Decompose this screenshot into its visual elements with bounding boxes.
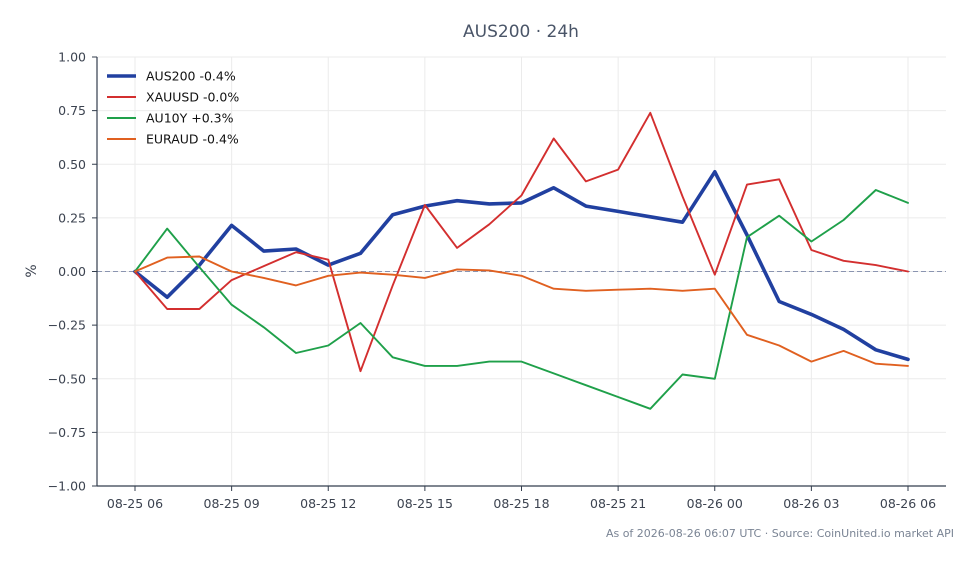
- series-line-au10y: [134, 189, 909, 410]
- legend-label-aus200: AUS200 -0.4%: [146, 69, 236, 84]
- legend-label-xauusd: XAUUSD -0.0%: [146, 90, 239, 105]
- y-tick-label: 0.75: [58, 103, 86, 118]
- x-tick-label: 08-25 21: [590, 496, 646, 511]
- x-tick-label: 08-25 12: [300, 496, 356, 511]
- series-line-euraud: [134, 255, 909, 367]
- series-line-xauusd: [134, 111, 909, 373]
- y-tick-label: −0.50: [48, 371, 86, 386]
- series-lines: [133, 111, 910, 410]
- x-tick-label: 08-25 06: [107, 496, 163, 511]
- x-tick-label: 08-26 06: [880, 496, 936, 511]
- series-line-aus200: [133, 170, 910, 362]
- chart-title: AUS200 · 24h: [463, 22, 579, 42]
- x-tick-label: 08-25 15: [397, 496, 453, 511]
- legend-label-euraud: EURAUD -0.4%: [146, 132, 239, 147]
- y-tick-label: −0.75: [48, 425, 86, 440]
- legend: AUS200 -0.4% XAUUSD -0.0% AU10Y +0.3% EURAU…: [107, 69, 239, 147]
- legend-label-au10y: AU10Y +0.3%: [146, 111, 234, 126]
- axes: 1.00 0.75 0.50 0.25 0.00 −0.25 −0.50 −0.75 −1.00…: [48, 50, 946, 511]
- x-tick-label: 08-25 18: [493, 496, 549, 511]
- y-tick-label: −1.00: [48, 479, 86, 494]
- footer-source-note: As of 2026-08-26 06:07 UTC · Source: Coi…: [606, 527, 954, 540]
- x-tick-label: 08-26 00: [687, 496, 743, 511]
- y-tick-label: 0.25: [58, 210, 86, 225]
- y-axis-label: %: [24, 264, 40, 277]
- y-tick-label: 1.00: [58, 50, 86, 65]
- y-tick-label: 0.50: [58, 157, 86, 172]
- x-tick-label: 08-26 03: [783, 496, 839, 511]
- y-tick-label: −0.25: [48, 318, 86, 333]
- x-tick-label: 08-25 09: [204, 496, 260, 511]
- y-tick-label: 0.00: [58, 264, 86, 279]
